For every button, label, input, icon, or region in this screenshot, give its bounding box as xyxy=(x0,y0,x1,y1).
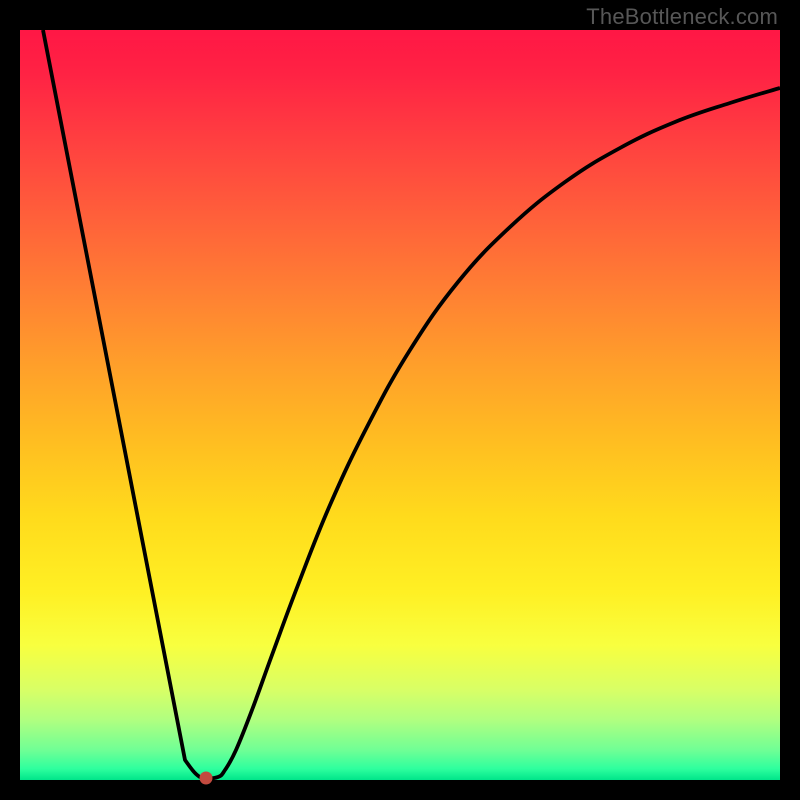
bottleneck-curve xyxy=(20,30,780,780)
bottleneck-curve-plot xyxy=(20,30,780,780)
optimal-point-marker xyxy=(200,772,213,785)
watermark-text: TheBottleneck.com xyxy=(586,4,778,30)
